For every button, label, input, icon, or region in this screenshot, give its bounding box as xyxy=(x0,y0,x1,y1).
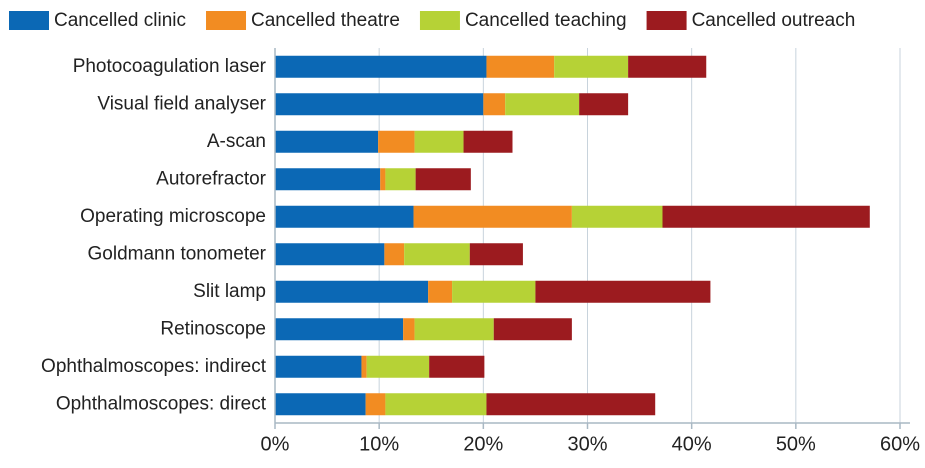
bar-segment xyxy=(378,130,415,153)
bar-segment xyxy=(365,393,386,416)
bar-segment xyxy=(579,93,629,116)
x-tick-label: 30% xyxy=(567,433,607,455)
bar-segment xyxy=(662,205,870,228)
y-tick-label: Ophthalmoscopes: indirect xyxy=(41,356,267,377)
bar-segment xyxy=(384,243,405,266)
bar-segment xyxy=(469,243,523,266)
legend-swatch xyxy=(419,11,460,30)
y-tick-label: Retinoscope xyxy=(160,318,266,339)
bar-segment xyxy=(275,55,487,78)
x-tick-label: 20% xyxy=(463,433,503,455)
bar-segment xyxy=(554,55,629,78)
bar-segment xyxy=(275,393,366,416)
y-tick-label: Ophthalmoscopes: direct xyxy=(56,393,267,414)
bar-segment xyxy=(628,55,707,78)
bar-segment xyxy=(428,280,453,303)
y-tick-label: Autorefractor xyxy=(156,168,266,189)
bar-segment xyxy=(463,130,513,153)
legend-label: Cancelled theatre xyxy=(251,10,400,31)
bar-segment xyxy=(275,280,429,303)
bar-segment xyxy=(275,355,362,378)
bar-segment xyxy=(429,355,485,378)
y-tick-label: Slit lamp xyxy=(193,281,266,302)
bar-segment xyxy=(403,318,415,341)
bar-segment xyxy=(413,205,572,228)
bar-segment xyxy=(493,318,572,341)
bar-segment xyxy=(275,318,404,341)
bar-segment xyxy=(275,93,484,116)
bar-segment xyxy=(571,205,663,228)
legend-swatch xyxy=(206,11,247,30)
legend-swatch xyxy=(646,11,687,30)
bar-segment xyxy=(385,168,416,191)
bar-segment xyxy=(275,243,385,266)
x-tick-label: 50% xyxy=(776,433,816,455)
x-tick-label: 40% xyxy=(672,433,712,455)
y-tick-label: Visual field analyser xyxy=(97,93,266,114)
bar-segment xyxy=(366,355,430,378)
bar-segment xyxy=(535,280,711,303)
bar-segment xyxy=(486,55,555,78)
bar-segment xyxy=(404,243,470,266)
x-tick-label: 60% xyxy=(880,433,920,455)
y-tick-label: Operating microscope xyxy=(80,206,266,227)
y-tick-label: Goldmann tonometer xyxy=(88,243,267,264)
legend-label: Cancelled outreach xyxy=(692,10,856,31)
x-tick-label: 10% xyxy=(359,433,399,455)
legend-label: Cancelled clinic xyxy=(54,10,186,31)
bar-segment xyxy=(452,280,536,303)
y-tick-label: A-scan xyxy=(207,131,266,152)
legend-label: Cancelled teaching xyxy=(465,10,627,31)
x-tick-label: 0% xyxy=(261,433,290,455)
bar-segment xyxy=(414,318,494,341)
bar-segment xyxy=(275,130,379,153)
legend-swatch xyxy=(9,11,49,30)
bar-segment xyxy=(275,168,381,191)
bar-segment xyxy=(415,168,471,191)
bar-segment xyxy=(486,393,656,416)
y-tick-label: Photocoagulation laser xyxy=(73,56,267,77)
bar-segment xyxy=(380,168,386,191)
bar-segment xyxy=(275,205,414,228)
bar-segment xyxy=(385,393,487,416)
bar-segment xyxy=(505,93,580,116)
bar-segment xyxy=(361,355,367,378)
bar-segment xyxy=(414,130,464,153)
bar-segment xyxy=(483,93,506,116)
